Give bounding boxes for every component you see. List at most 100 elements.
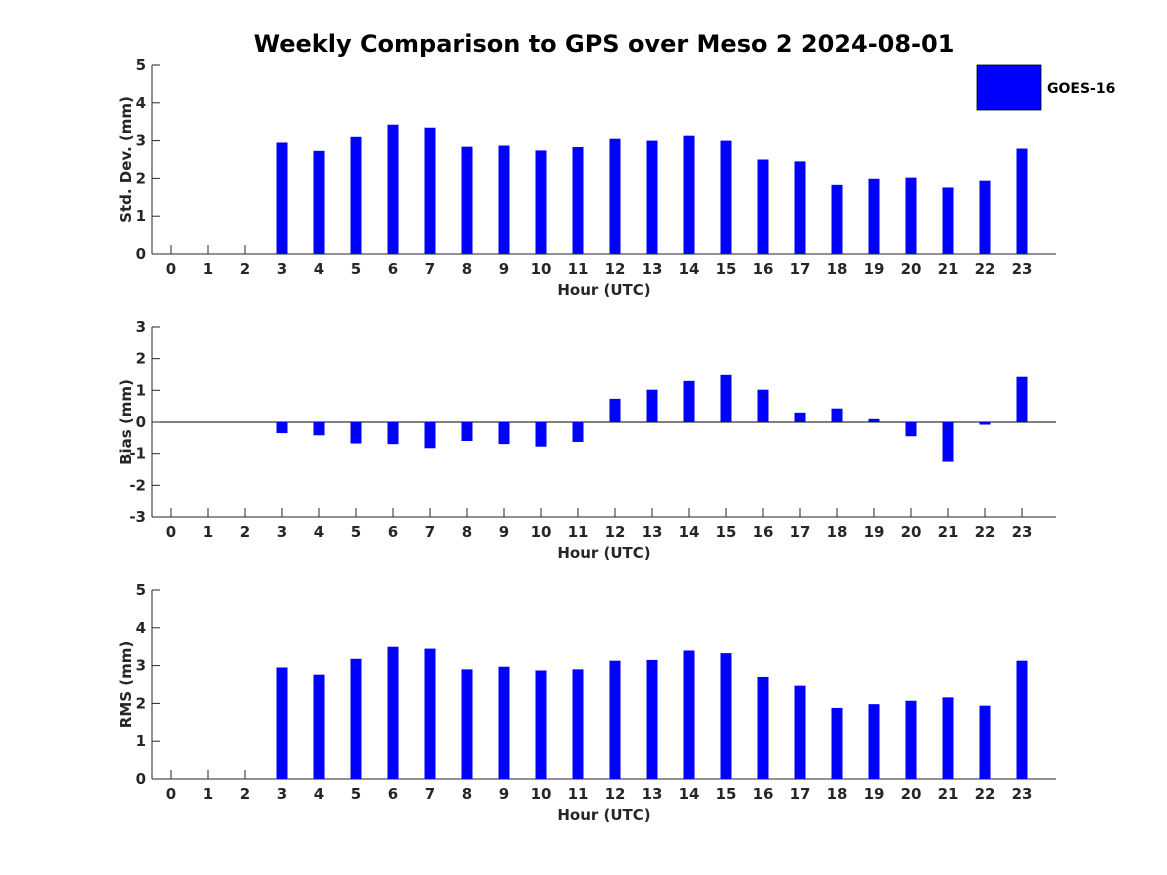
x-tick-label: 15 (716, 785, 737, 803)
y-tick-label: 3 (136, 657, 146, 675)
x-tick-label: 20 (901, 260, 922, 278)
y-tick-label: 1 (136, 381, 146, 399)
x-tick-label: 18 (827, 785, 848, 803)
y-tick-label: -3 (129, 508, 146, 526)
x-tick-label: 8 (462, 785, 472, 803)
bar-std-dev-hour-8 (461, 146, 473, 254)
x-tick-label: 9 (499, 523, 509, 541)
x-tick-label: 5 (351, 260, 361, 278)
x-tick-label: 6 (388, 523, 398, 541)
x-tick-label: 3 (277, 785, 287, 803)
bar-rms-hour-4 (313, 674, 325, 779)
x-tick-label: 0 (166, 523, 176, 541)
bar-bias-hour-6 (387, 422, 399, 445)
bar-std-dev-hour-10 (535, 150, 547, 254)
x-tick-label: 18 (827, 523, 848, 541)
x-tick-label: 11 (568, 260, 589, 278)
bar-bias-hour-21 (942, 422, 954, 462)
bar-std-dev-hour-20 (905, 177, 917, 254)
y-tick-label: 2 (136, 350, 146, 368)
x-tick-label: 8 (462, 260, 472, 278)
bar-rms-hour-22 (979, 705, 991, 779)
x-tick-label: 0 (166, 260, 176, 278)
bar-bias-hour-15 (720, 374, 732, 422)
bar-bias-hour-7 (424, 422, 436, 449)
x-tick-label: 12 (605, 785, 626, 803)
y-axis-label: RMS (mm) (117, 641, 135, 728)
y-axis-label: Bias (mm) (117, 379, 135, 465)
x-tick-label: 19 (864, 260, 885, 278)
legend: GOES-16 (976, 64, 1115, 111)
bar-bias-hour-12 (609, 398, 621, 422)
bar-std-dev-hour-3 (276, 142, 288, 254)
x-tick-label: 15 (716, 260, 737, 278)
y-tick-label: 2 (136, 169, 146, 187)
x-tick-label: 19 (864, 785, 885, 803)
bar-rms-hour-19 (868, 704, 880, 779)
bar-rms-hour-3 (276, 667, 288, 779)
x-tick-label: 4 (314, 785, 324, 803)
x-tick-label: 1 (203, 260, 213, 278)
bar-std-dev-hour-12 (609, 138, 621, 254)
bar-bias-hour-17 (794, 412, 806, 422)
y-tick-label: 0 (136, 245, 146, 263)
bar-std-dev-hour-4 (313, 150, 325, 254)
x-tick-label: 14 (679, 260, 700, 278)
y-tick-label: 1 (136, 732, 146, 750)
bar-bias-hour-19 (868, 418, 880, 422)
x-tick-label: 18 (827, 260, 848, 278)
bar-rms-hour-7 (424, 648, 436, 779)
x-tick-label: 23 (1012, 260, 1033, 278)
x-tick-label: 10 (531, 785, 552, 803)
x-tick-label: 23 (1012, 785, 1033, 803)
y-tick-label: 0 (136, 413, 146, 431)
x-tick-label: 19 (864, 523, 885, 541)
bar-bias-hour-23 (1016, 376, 1028, 422)
bar-std-dev-hour-18 (831, 184, 843, 254)
x-tick-label: 13 (642, 260, 663, 278)
bar-std-dev-hour-9 (498, 145, 510, 254)
y-tick-label: -1 (129, 445, 146, 463)
x-tick-label: 21 (938, 523, 959, 541)
bar-bias-hour-13 (646, 389, 658, 422)
x-tick-label: 6 (388, 785, 398, 803)
bar-bias-hour-4 (313, 422, 325, 436)
x-tick-label: 17 (790, 523, 811, 541)
legend-label: GOES-16 (1047, 81, 1115, 97)
x-tick-label: 1 (203, 785, 213, 803)
bar-rms-hour-10 (535, 670, 547, 779)
bar-rms-hour-11 (572, 669, 584, 779)
x-tick-label: 7 (425, 260, 435, 278)
bar-rms-hour-18 (831, 707, 843, 779)
x-axis-label: Hour (UTC) (557, 544, 650, 562)
y-tick-label: 1 (136, 207, 146, 225)
bar-rms-hour-21 (942, 697, 954, 779)
bar-rms-hour-14 (683, 650, 695, 779)
x-tick-label: 13 (642, 785, 663, 803)
x-tick-label: 10 (531, 523, 552, 541)
y-axis-label: Std. Dev. (mm) (117, 96, 135, 223)
bar-rms-hour-15 (720, 653, 732, 779)
x-tick-label: 5 (351, 785, 361, 803)
bar-rms-hour-16 (757, 676, 769, 779)
y-tick-label: 0 (136, 770, 146, 788)
bar-bias-hour-3 (276, 422, 288, 434)
x-tick-label: 10 (531, 260, 552, 278)
bar-std-dev-hour-23 (1016, 148, 1028, 254)
x-tick-label: 2 (240, 523, 250, 541)
bar-std-dev-hour-5 (350, 136, 362, 254)
bar-rms-hour-6 (387, 646, 399, 779)
bar-std-dev-hour-14 (683, 135, 695, 254)
x-tick-label: 17 (790, 785, 811, 803)
bar-std-dev-hour-15 (720, 140, 732, 254)
x-tick-label: 6 (388, 260, 398, 278)
bar-rms-hour-13 (646, 659, 658, 779)
x-tick-label: 11 (568, 785, 589, 803)
bar-bias-hour-11 (572, 422, 584, 442)
bar-rms-hour-17 (794, 685, 806, 779)
bar-rms-hour-20 (905, 700, 917, 779)
x-tick-label: 2 (240, 260, 250, 278)
